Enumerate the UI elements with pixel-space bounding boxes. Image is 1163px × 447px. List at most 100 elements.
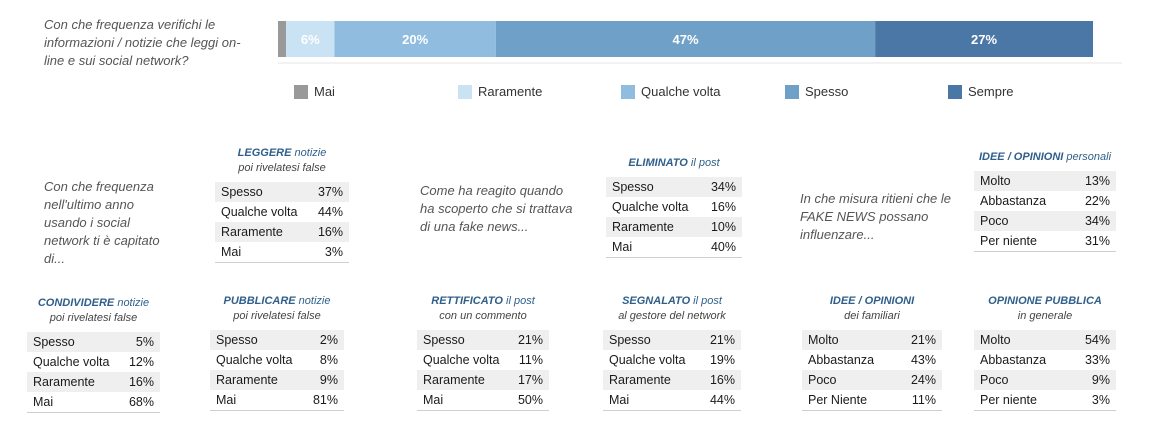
table-title: LEGGERE notizie poi rivelatesi false	[215, 146, 349, 176]
table-rows: Spesso 37% Qualche volta 44% Raramente 16% Mai…	[215, 182, 349, 263]
row-value: 11%	[911, 393, 936, 407]
table-title: IDEE / OPINIONI personali	[974, 150, 1116, 165]
table-leggere: LEGGERE notizie poi rivelatesi false Spess…	[215, 146, 349, 263]
row-value: 16%	[710, 200, 736, 214]
row-value: 37%	[317, 185, 343, 199]
table-row: Spesso 21%	[417, 330, 549, 350]
table-row: Abbastanza 43%	[802, 350, 942, 370]
legend-label: Sempre	[968, 84, 1014, 99]
table-row: Qualche volta 44%	[215, 202, 349, 222]
row-label: Molto	[808, 333, 839, 347]
row-label: Per niente	[980, 234, 1037, 248]
table-row: Qualche volta 11%	[417, 350, 549, 370]
table-title: IDEE / OPINIONI dei familiari	[802, 294, 942, 324]
legend-swatch	[294, 84, 308, 99]
table-title-strong: CONDIVIDERE	[37, 297, 115, 309]
table-subtitle: poi rivelatesi false	[233, 310, 321, 322]
table-title-strong: IDEE / OPINIONI	[829, 295, 915, 307]
table-idee-familiari: IDEE / OPINIONI dei familiari Molto 21% Abba…	[802, 294, 942, 411]
row-label: Raramente	[33, 375, 95, 389]
table-title: ELIMINATO il post	[606, 156, 742, 171]
row-label: Qualche volta	[33, 355, 110, 369]
table-subtitle: al gestore del network	[618, 310, 726, 322]
row-label: Mai	[423, 393, 444, 407]
table-title-rest: il post	[690, 295, 722, 307]
row-label: Mai	[612, 240, 633, 254]
table-row: Mai 50%	[417, 390, 549, 410]
table-condividere: CONDIVIDERE notizie poi rivelatesi false S…	[27, 296, 160, 413]
table-row: Raramente 16%	[27, 372, 160, 392]
table-title-rest: personali	[1063, 151, 1112, 163]
row-label: Spesso	[221, 185, 263, 199]
question-react: Come ha reagito quando ha scoperto che s…	[420, 183, 573, 234]
legend-label: Qualche volta	[641, 84, 721, 99]
row-label: Spesso	[33, 335, 75, 349]
row-value: 16%	[128, 375, 154, 389]
row-label: Abbastanza	[808, 353, 875, 367]
bar-label-sempre: 27%	[971, 32, 997, 47]
row-value: 21%	[709, 333, 735, 347]
row-label: Mai	[33, 395, 54, 409]
bar-segment-mai	[278, 21, 287, 57]
legend-label: Spesso	[805, 84, 849, 99]
table-row: Raramente 16%	[215, 222, 349, 242]
table-row: Per Niente 11%	[802, 390, 942, 410]
table-rows: Spesso 21% Qualche volta 11% Raramente 17% Mai…	[417, 330, 549, 411]
row-value: 34%	[710, 180, 736, 194]
table-row: Spesso 37%	[215, 182, 349, 202]
row-value: 12%	[128, 355, 154, 369]
table-idee-personali: IDEE / OPINIONI personali Molto 13% Abbasta…	[974, 150, 1116, 252]
table-row: Spesso 21%	[603, 330, 741, 350]
table-rows: Molto 54% Abbastanza 33% Poco 9% Per niente 3%	[974, 330, 1116, 411]
row-value: 2%	[319, 333, 338, 347]
row-value: 3%	[1091, 393, 1110, 407]
table-rows: Spesso 5% Qualche volta 12% Raramente 16% Mai 6…	[27, 332, 160, 413]
row-value: 31%	[1084, 234, 1110, 248]
table-title-rest: notizie	[295, 295, 331, 307]
legend-item-sempre: Sempre	[948, 84, 1014, 99]
table-title: CONDIVIDERE notizie poi rivelatesi false	[27, 296, 160, 326]
row-label: Per niente	[980, 393, 1037, 407]
legend-swatch	[621, 84, 635, 99]
row-value: 40%	[710, 240, 736, 254]
row-label: Poco	[808, 373, 837, 387]
table-row: Mai 68%	[27, 392, 160, 412]
table-row: Raramente 9%	[210, 370, 344, 390]
table-subtitle: poi rivelatesi false	[49, 312, 138, 324]
table-row: Spesso 5%	[27, 332, 160, 352]
row-value: 68%	[128, 395, 154, 409]
row-label: Poco	[980, 373, 1009, 387]
table-row: Poco 9%	[974, 370, 1116, 390]
table-title-rest: notizie	[114, 297, 150, 309]
bar-label-raramente: 6%	[301, 32, 320, 47]
table-pubblicare: PUBBLICARE notizie poi rivelatesi false Sp…	[210, 294, 344, 411]
row-value: 9%	[319, 373, 338, 387]
table-title: RETTIFICATO il post con un commento	[417, 294, 549, 324]
row-label: Raramente	[612, 220, 674, 234]
table-subtitle: con un commento	[439, 310, 527, 322]
table-title-strong: LEGGERE	[237, 147, 292, 159]
table-title-rest: il post	[687, 157, 720, 169]
table-row: Mai 40%	[606, 237, 742, 257]
row-label: Qualche volta	[423, 353, 500, 367]
table-eliminato: ELIMINATO il post Spesso 34% Qualche volta 1…	[606, 156, 742, 258]
row-value: 24%	[910, 373, 936, 387]
row-label: Spesso	[423, 333, 465, 347]
table-row: Poco 34%	[974, 211, 1116, 231]
table-row: Molto 13%	[974, 171, 1116, 191]
row-value: 16%	[709, 373, 735, 387]
row-value: 34%	[1084, 214, 1110, 228]
table-title-rest: notizie	[291, 147, 327, 159]
table-row: Mai 44%	[603, 390, 741, 410]
row-value: 13%	[1084, 174, 1110, 188]
table-row: Mai 3%	[215, 242, 349, 262]
table-row: Abbastanza 33%	[974, 350, 1116, 370]
row-label: Per Niente	[808, 393, 868, 407]
bar-segment-raramente	[286, 21, 335, 57]
row-label: Abbastanza	[980, 353, 1047, 367]
table-rows: Molto 13% Abbastanza 22% Poco 34% Per niente 31…	[974, 171, 1116, 252]
bar-label-spesso: 47%	[672, 32, 698, 47]
table-segnalato: SEGNALATO il post al gestore del network S…	[603, 294, 741, 411]
table-opinione-pubblica: OPINIONE PUBBLICA in generale Molto 54% Abba…	[974, 294, 1116, 411]
table-row: Per niente 31%	[974, 231, 1116, 251]
